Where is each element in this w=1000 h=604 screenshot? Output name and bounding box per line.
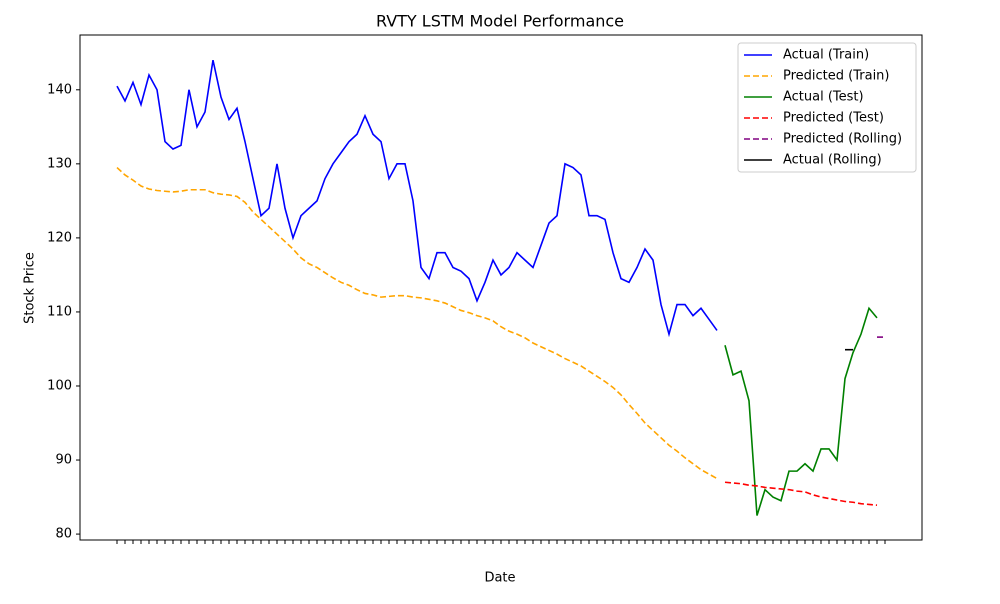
legend-label: Actual (Train): [783, 48, 869, 63]
legend-label: Predicted (Test): [783, 111, 884, 126]
y-tick-label: 140: [47, 82, 72, 97]
y-tick-label: 80: [55, 527, 72, 542]
y-tick-label: 110: [47, 304, 72, 319]
x-axis-label: Date: [484, 571, 515, 586]
series-line: [724, 481, 878, 506]
y-tick-label: 130: [47, 156, 72, 171]
legend-box: [737, 42, 917, 173]
y-tick-label: 120: [47, 230, 72, 245]
series-line: [724, 306, 878, 516]
series-line: [116, 166, 718, 480]
legend-label: Predicted (Train): [783, 69, 890, 84]
chart-title: RVTY LSTM Model Performance: [376, 12, 624, 31]
y-tick-label: 90: [55, 453, 72, 468]
y-axis-label: Stock Price: [23, 252, 38, 324]
legend-label: Actual (Rolling): [783, 153, 882, 168]
series-line: [116, 60, 718, 338]
legend-label: Predicted (Rolling): [783, 132, 902, 147]
y-tick-label: 100: [47, 378, 72, 393]
legend-label: Actual (Test): [783, 90, 864, 105]
